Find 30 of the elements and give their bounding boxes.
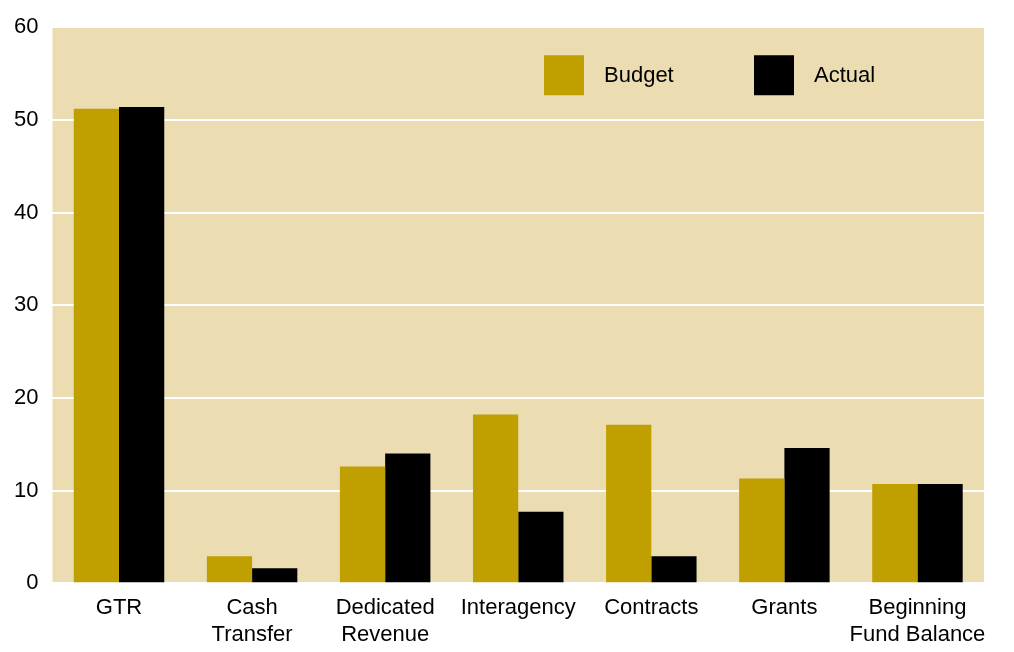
bar [385, 453, 431, 583]
x-tick-label: Interagency [460, 594, 576, 620]
legend-label: Actual [814, 62, 876, 88]
bar [472, 414, 519, 583]
legend-label: Budget [604, 62, 674, 88]
x-tick-label: Dedicated Revenue [335, 594, 435, 646]
x-tick-label: Grants [751, 594, 818, 620]
y-tick-label: 30 [13, 291, 39, 317]
y-tick-label: 0 [26, 569, 39, 595]
bar [739, 478, 785, 583]
y-tick-label: 50 [13, 105, 39, 131]
x-tick-label: Beginning Fund Balance [849, 594, 986, 646]
bar [784, 447, 830, 583]
bar [252, 568, 298, 583]
x-tick-label: Contracts [604, 594, 699, 620]
bar [206, 556, 253, 583]
y-tick-label: 60 [13, 13, 39, 39]
bar [119, 106, 165, 583]
y-tick-label: 40 [13, 198, 39, 224]
x-tick-label: GTR [95, 594, 143, 620]
x-tick-label: Cash Transfer [211, 594, 293, 646]
bar [917, 484, 963, 583]
y-tick-label: 20 [13, 383, 39, 409]
bar [518, 511, 564, 583]
bar [73, 108, 120, 583]
bar [606, 424, 652, 583]
bar [339, 466, 386, 583]
y-tick-label: 10 [13, 476, 39, 502]
bar [651, 556, 697, 583]
bar [872, 484, 918, 583]
